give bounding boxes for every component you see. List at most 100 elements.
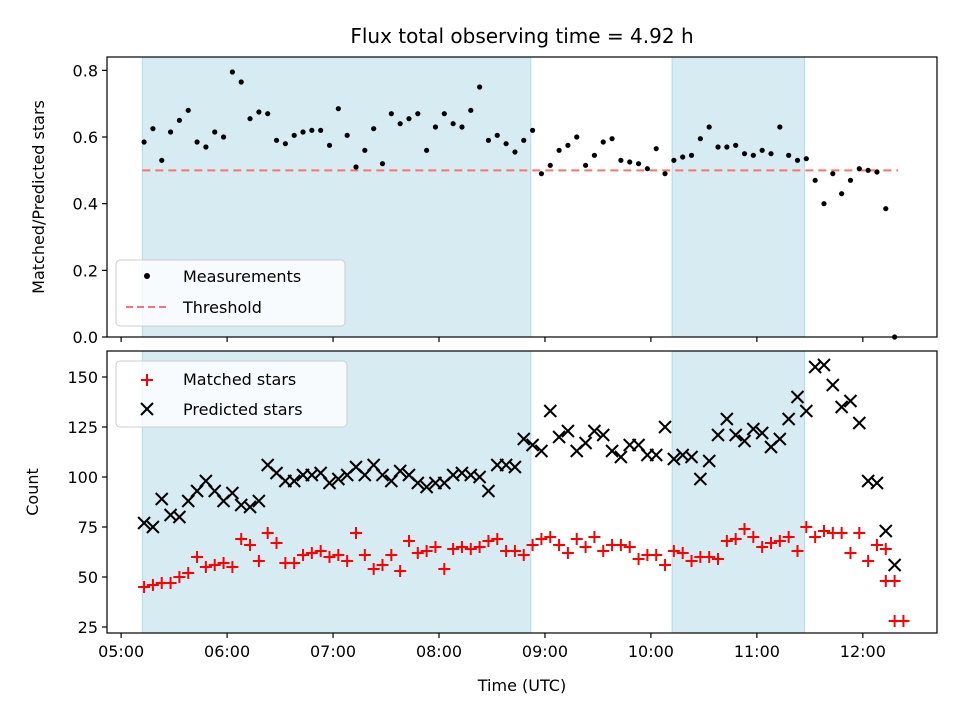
measurements-point: [450, 121, 456, 127]
measurements-point: [821, 201, 827, 207]
measurements-point: [379, 161, 386, 167]
measurements-point: [741, 151, 748, 157]
y-tick-label: 25: [78, 618, 98, 637]
matched-stars-point: [402, 535, 415, 547]
matched-stars-point: [835, 527, 848, 539]
matched-stars-point: [738, 523, 751, 535]
matched-stars-point: [235, 533, 248, 545]
measurements-point: [839, 191, 845, 197]
x-tick-label: 07:00: [310, 642, 356, 661]
matched-stars-point: [897, 615, 910, 627]
measurements-point: [229, 69, 235, 75]
matched-stars-point: [394, 565, 407, 577]
matched-stars-point: [765, 537, 777, 549]
measurements-point: [300, 129, 306, 135]
predicted-stars-point: [587, 424, 602, 438]
matched-stars-point: [544, 531, 557, 543]
panel-count: 25 50 75 100 125 150 05:00 06:00 07:00 08:00 09:0…: [23, 350, 938, 695]
matched-stars-point: [844, 547, 857, 559]
matched-stars-point: [720, 535, 733, 547]
measurements-point: [538, 171, 545, 177]
predicted-stars-point: [155, 492, 169, 506]
predicted-stars-point: [799, 404, 814, 418]
matched-stars-point: [376, 559, 389, 571]
matched-stars-point: [297, 549, 310, 561]
measurements-point: [441, 111, 447, 117]
matched-stars-point: [800, 521, 813, 533]
predicted-stars-point: [887, 558, 902, 572]
legend-predicted-label: Predicted stars: [183, 400, 303, 419]
matched-stars-point: [535, 533, 548, 545]
predicted-stars-point: [252, 494, 266, 508]
matched-stars-point: [703, 551, 716, 563]
panel-ratio-frame: [106, 56, 938, 338]
measurements-point: [220, 134, 227, 140]
legend-matched-marker: [141, 374, 153, 386]
legend-measurements-label: Measurements: [183, 267, 301, 286]
matched-stars-point: [517, 549, 530, 561]
matched-stars-point: [526, 539, 539, 551]
measurements-point: [662, 171, 668, 177]
predicted-stars-point: [508, 460, 522, 474]
measurements-point: [759, 147, 765, 153]
matched-stars-point: [350, 527, 362, 539]
measurements-point: [715, 144, 721, 150]
measurements-point: [185, 107, 191, 113]
measurements-point: [547, 162, 553, 168]
measurements-point: [353, 164, 359, 170]
predicted-stars-point: [834, 400, 849, 414]
y-tick-label: 150: [67, 368, 98, 387]
measurements-point: [212, 129, 218, 135]
predicted-stars-point: [861, 474, 875, 488]
matched-stars-point: [252, 555, 265, 567]
matched-stars-point: [676, 547, 689, 559]
measurements-point: [556, 147, 562, 153]
matched-stars-point: [482, 535, 495, 547]
predicted-stars-point: [852, 416, 867, 430]
predicted-stars-point: [243, 500, 257, 514]
predicted-stars-point: [578, 436, 593, 450]
measurements-point: [680, 154, 686, 160]
legend-threshold-label: Threshold: [182, 298, 262, 317]
y-tick-label: 75: [78, 518, 98, 537]
predicted-stars-point: [481, 484, 496, 498]
y-tick-label: 0.6: [73, 128, 98, 147]
y-tick-label: 0.2: [73, 261, 98, 280]
predicted-stars-point: [614, 450, 628, 464]
measurements-point: [415, 111, 421, 117]
measurements-point: [786, 152, 792, 158]
matched-stars-point: [570, 533, 583, 545]
measurements-point: [291, 132, 297, 138]
measurements-point: [803, 156, 809, 162]
measurements-point: [273, 137, 280, 143]
predicted-stars-point: [375, 468, 390, 482]
measurements-point: [247, 116, 253, 122]
predicted-stars-point: [137, 516, 151, 530]
matched-stars-point: [217, 557, 230, 569]
matched-stars-point: [173, 571, 186, 583]
measurements-point: [335, 106, 341, 112]
measurements-point: [159, 157, 165, 163]
measurements-point: [485, 137, 492, 143]
measurements-point: [653, 146, 659, 152]
predicted-stars-point: [287, 474, 301, 488]
predicted-stars-point: [331, 472, 346, 486]
x-axis-label: Time (UTC): [477, 676, 566, 695]
measurements-point: [812, 177, 818, 183]
matched-stars-point: [817, 525, 830, 537]
matched-stars-point: [623, 541, 636, 553]
matched-stars-point: [358, 549, 371, 561]
shaded-interval-2: [671, 56, 806, 338]
measurements-point: [424, 147, 430, 153]
predicted-stars-point: [225, 486, 240, 500]
panel-ratio-legend: Measurements Threshold: [115, 259, 346, 327]
matched-stars-point: [341, 555, 354, 567]
predicted-stars-point: [843, 394, 858, 408]
predicted-stars-point: [472, 470, 487, 484]
measurements-point: [494, 132, 500, 138]
measurements-point: [688, 152, 695, 158]
measurements-point: [565, 142, 571, 148]
measurements-point: [238, 79, 244, 85]
x-tick-label: 12:00: [840, 642, 886, 661]
